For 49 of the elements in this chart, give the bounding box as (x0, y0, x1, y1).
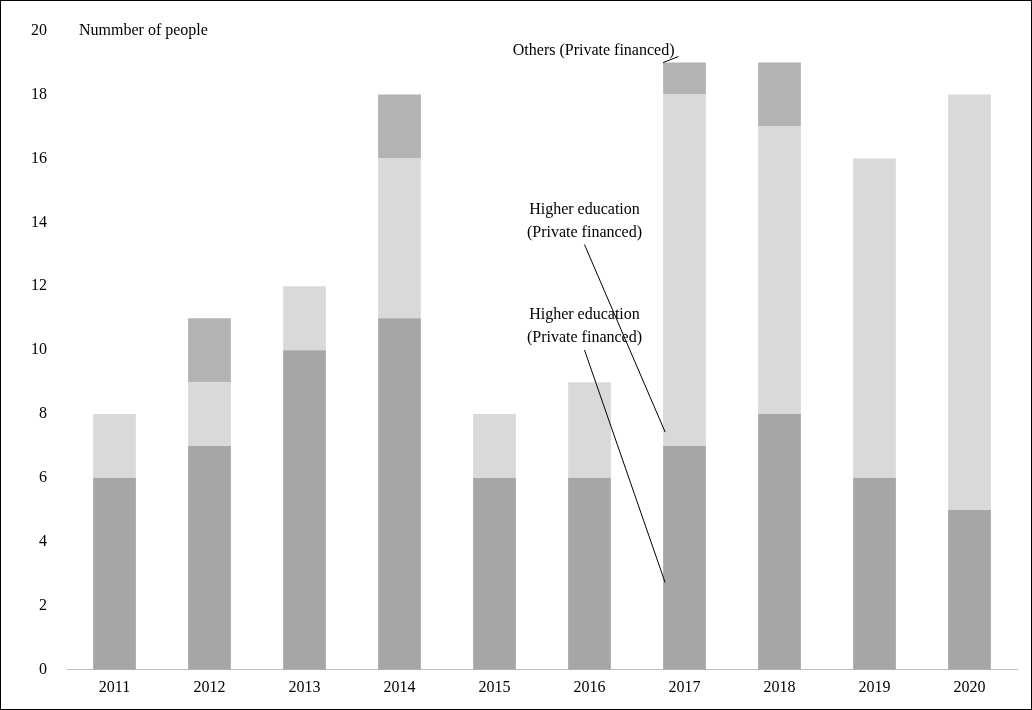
bar (188, 446, 231, 670)
bar (283, 286, 326, 351)
bar (853, 158, 896, 479)
bar (663, 446, 706, 670)
y-tick-label: 8 (39, 404, 47, 422)
bar (93, 478, 136, 670)
bar (758, 126, 801, 415)
bar (853, 478, 896, 670)
bar (473, 414, 516, 479)
bar (758, 414, 801, 670)
bar (568, 478, 611, 670)
y-tick-label: 0 (39, 660, 47, 677)
x-tick-label: 2016 (573, 677, 606, 695)
bar (378, 318, 421, 670)
x-tick-label: 2011 (98, 677, 131, 695)
x-tick-label: 2015 (478, 677, 511, 695)
y-tick-label: 4 (39, 532, 47, 550)
bar (378, 158, 421, 319)
y-tick-label: 14 (31, 212, 47, 230)
bar (663, 94, 706, 447)
bar (948, 94, 991, 510)
y-tick-label: 12 (31, 276, 47, 294)
x-tick-label: 2019 (858, 677, 891, 695)
text: Higher education (Private financed) (526, 305, 643, 347)
bar (283, 350, 326, 670)
bar (188, 318, 231, 383)
y-tick-label: 6 (39, 468, 47, 486)
series-label: Higher education (Private financed) (526, 199, 643, 241)
y-tick-label: 16 (31, 148, 47, 166)
bar (568, 382, 611, 479)
x-tick-label: 2018 (763, 677, 796, 695)
x-tick-label: 2017 (668, 677, 701, 695)
bar (758, 62, 801, 127)
bar (948, 510, 991, 670)
series-label: Others (Private financed) (512, 40, 675, 59)
bar (188, 382, 231, 447)
bar (663, 62, 706, 95)
y-axis-title: Nummber of people (79, 20, 208, 39)
bar (378, 94, 421, 159)
y-tick-label: 10 (31, 340, 47, 358)
y-tick-label: 2 (39, 596, 47, 614)
bar (473, 478, 516, 670)
bar (93, 414, 136, 479)
x-tick-label: 2012 (193, 677, 226, 695)
x-tick-label: 2020 (953, 677, 986, 695)
y-tick-label: 20 (31, 20, 47, 38)
x-tick-label: 2014 (383, 677, 416, 695)
x-tick-label: 2013 (288, 677, 321, 695)
y-tick-label: 18 (31, 84, 47, 102)
